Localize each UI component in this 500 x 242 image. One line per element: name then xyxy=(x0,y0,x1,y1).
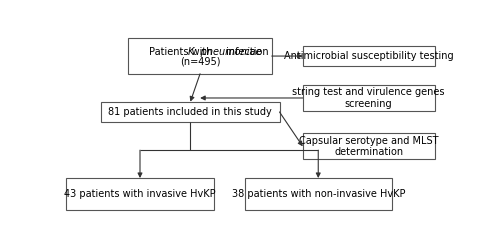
FancyBboxPatch shape xyxy=(128,38,272,74)
Text: K. pneumoniae: K. pneumoniae xyxy=(188,47,262,57)
Text: Capsular serotype and MLST
determination: Capsular serotype and MLST determination xyxy=(299,136,438,157)
FancyBboxPatch shape xyxy=(66,178,214,210)
Text: 38 patients with non-invasive HvKP: 38 patients with non-invasive HvKP xyxy=(232,189,405,199)
Text: infection: infection xyxy=(224,47,269,57)
FancyBboxPatch shape xyxy=(303,133,434,159)
FancyBboxPatch shape xyxy=(101,102,280,122)
Text: Antimicrobial susceptibility testing: Antimicrobial susceptibility testing xyxy=(284,51,454,61)
FancyBboxPatch shape xyxy=(303,85,434,111)
Text: Patients with: Patients with xyxy=(148,47,215,57)
FancyBboxPatch shape xyxy=(244,178,392,210)
Text: string test and virulence genes
screening: string test and virulence genes screenin… xyxy=(292,87,445,109)
Text: 43 patients with invasive HvKP: 43 patients with invasive HvKP xyxy=(64,189,216,199)
Text: (n=495): (n=495) xyxy=(180,57,220,67)
FancyBboxPatch shape xyxy=(303,46,434,66)
Text: 81 patients included in this study: 81 patients included in this study xyxy=(108,107,272,117)
